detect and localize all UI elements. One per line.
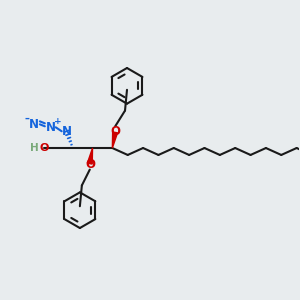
Polygon shape xyxy=(112,132,118,148)
Polygon shape xyxy=(87,148,92,164)
Text: O: O xyxy=(110,125,120,138)
Text: N: N xyxy=(46,121,56,134)
Text: –: – xyxy=(25,113,29,123)
Text: O: O xyxy=(86,158,96,171)
Text: N: N xyxy=(29,118,39,131)
Text: N: N xyxy=(61,125,72,138)
Text: H: H xyxy=(30,143,39,153)
Text: O: O xyxy=(39,143,49,153)
Text: +: + xyxy=(54,117,62,126)
